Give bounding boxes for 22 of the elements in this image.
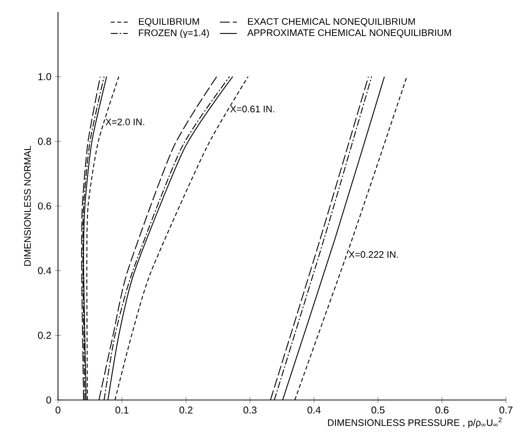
x-tick-label: 0 [56, 406, 60, 414]
legend-label: EXACT CHEMICAL NONEQUILIBRIUM [248, 18, 415, 27]
annotation: X=2.0 IN. [105, 118, 144, 126]
y-tick-label: 0.6 [38, 202, 52, 210]
y-axis-title: DIMENSIONLESS NORMAL [24, 146, 31, 266]
x-tick-label: 0.4 [307, 406, 321, 414]
x-tick-label: 0.3 [243, 406, 256, 414]
y-tick-label: 1.0 [38, 73, 52, 80]
x-tick-label: 0.7 [499, 406, 512, 414]
y-tick-label: 0.2 [38, 332, 51, 339]
x-tick-label: 0.1 [115, 406, 128, 414]
annotation: X=0.61 IN. [230, 106, 274, 112]
y-tick-label: 0.8 [38, 138, 52, 145]
legend-label: FROZEN (γ=1.4) [138, 29, 209, 38]
y-tick-label: 0 [46, 396, 52, 404]
annotation: X=0.222 IN. [348, 251, 398, 258]
x-tick-label: 0.2 [179, 406, 192, 414]
legend-label: EQUILIBRIUM [138, 18, 199, 27]
legend-label: APPROXIMATE CHEMICAL NONEQUILIBRIUM [247, 29, 451, 38]
x-tick-label: 0.6 [435, 406, 448, 414]
y-tick-label: 0.4 [38, 267, 52, 274]
x-tick-label: 0.5 [371, 406, 385, 414]
